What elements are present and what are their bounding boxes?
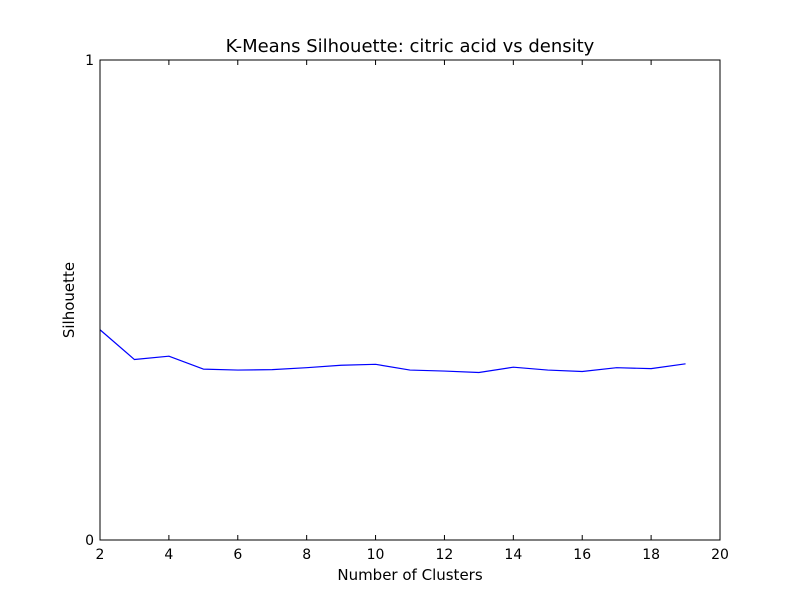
chart-title: K-Means Silhouette: citric acid vs densi…	[226, 36, 595, 57]
x-tick-label: 2	[96, 547, 105, 563]
x-tick-label: 16	[573, 547, 591, 563]
x-tick-label: 20	[711, 547, 729, 563]
series-layer	[99, 329, 686, 374]
y-tick-label: 1	[85, 53, 94, 69]
x-tick-label: 18	[642, 547, 660, 563]
x-tick-label: 8	[302, 547, 311, 563]
x-tick-label: 14	[504, 547, 522, 563]
plot-frame	[99, 59, 721, 541]
x-tick-label: 6	[233, 547, 242, 563]
x-tick-label: 10	[367, 547, 385, 563]
x-tick-label: 4	[164, 547, 173, 563]
x-tick-label: 12	[436, 547, 454, 563]
series-line	[99, 329, 686, 374]
ticks-layer: 2 4 6 8 10 12 14 16 18 20 0 1	[85, 53, 729, 563]
x-axis-label: Number of Clusters	[337, 566, 482, 584]
y-tick-label: 0	[85, 533, 94, 549]
y-axis-label: Silhouette	[60, 262, 78, 338]
